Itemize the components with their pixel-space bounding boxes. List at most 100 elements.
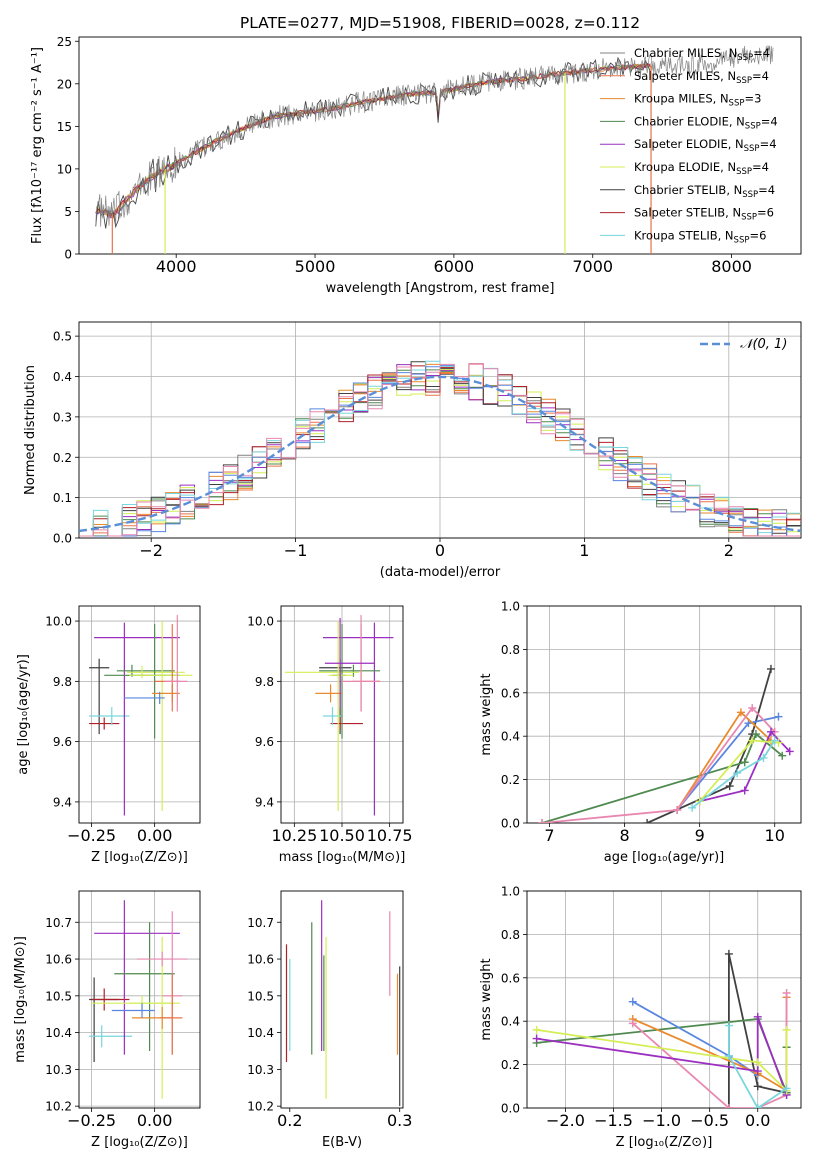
weight_vs_age-ytick-label: 0.2 bbox=[501, 773, 520, 787]
weight_vs_age-marker bbox=[740, 758, 749, 767]
residuals-xtick-label: −2 bbox=[139, 541, 163, 560]
weight_vs_age-marker bbox=[673, 805, 682, 814]
weight_vs_age-marker bbox=[774, 712, 783, 721]
weight_vs_Z-marker bbox=[724, 1021, 733, 1030]
weight_vs_age-marker bbox=[688, 803, 697, 812]
weight_vs_Z-xtick-label: −1.0 bbox=[642, 1111, 681, 1130]
mass_vs_Z-ytick-label: 10.6 bbox=[45, 953, 72, 967]
mass_vs_EBV-ytick-label: 10.7 bbox=[247, 916, 274, 930]
legend-label-5: Kroupa ELODIE, NSSP=4 bbox=[634, 160, 769, 177]
legend-rest: =3 bbox=[744, 92, 761, 106]
weight_vs_Z-marker bbox=[753, 1067, 762, 1076]
age_vs_Z-ytick-label: 10.0 bbox=[45, 615, 72, 629]
residuals-ytick-label: 0.4 bbox=[53, 370, 72, 384]
age_vs_Z-xtick-label: 0.00 bbox=[137, 826, 173, 845]
weight_vs_Z-frame bbox=[526, 890, 802, 1109]
weight_vs_Z-marker bbox=[532, 1034, 541, 1043]
weight_vs_age-line-0 bbox=[646, 668, 772, 823]
residuals-ytick-label: 0.5 bbox=[53, 330, 72, 344]
chart-layer: 4000 5000 6000 7000 80000510152025wavelength… bbox=[13, 35, 802, 1150]
weight_vs_age-line-7 bbox=[691, 740, 776, 809]
legend-subscript: SSP bbox=[741, 213, 757, 223]
weight_vs_Z-ylabel: mass weight bbox=[479, 958, 494, 1040]
legend-rest: =6 bbox=[757, 206, 774, 220]
spectrum-ytick-label: 0 bbox=[64, 248, 72, 262]
weight_vs_Z-axes: −2.0 −1.5 −1.0 −0.5 0.0 0.0 0.2 0.4 0.6 0.8 1.0 Z [… bbox=[479, 885, 802, 1150]
weight_vs_Z-marker bbox=[753, 1104, 762, 1108]
weight_vs_age-line-4 bbox=[541, 706, 776, 823]
weight_vs_age-marker bbox=[778, 751, 787, 760]
residuals-ytick-label: 0.0 bbox=[53, 532, 72, 546]
spectrum-xtick-label: 6000 bbox=[434, 257, 475, 276]
weight_vs_age-ytick-label: 0.8 bbox=[501, 643, 520, 657]
spectrum-xtick-label: 7000 bbox=[572, 257, 613, 276]
residuals-ylabel: Normed distribution bbox=[23, 365, 38, 495]
age_vs_mass-frame bbox=[280, 605, 404, 824]
weight_vs_Z-marker bbox=[724, 1051, 733, 1060]
age_vs_mass-ytick-label: 9.4 bbox=[255, 795, 274, 809]
weight_vs_Z-xlabel: Z [log₁₀(Z/Z⊙)] bbox=[616, 1135, 713, 1150]
residuals-ytick-label: 0.3 bbox=[53, 410, 72, 424]
age_vs_Z-ytick-label: 9.8 bbox=[53, 675, 72, 689]
mass_vs_EBV-ytick-label: 10.3 bbox=[247, 1063, 274, 1077]
spectrum-legend: Chabrier MILES, NSSP=4 Salpeter MILES, NS… bbox=[600, 46, 778, 245]
mass_vs_EBV-ytick-label: 10.6 bbox=[247, 953, 274, 967]
legend-label-3: Chabrier ELODIE, NSSP=4 bbox=[634, 114, 778, 131]
legend-subscript: SSP bbox=[742, 190, 758, 200]
mass_vs_EBV-ytick-label: 10.4 bbox=[247, 1026, 274, 1040]
age_vs_Z-axes: −0.25 0.00 9.4 9.6 9.8 10.0 Z [log₁₀(Z/Z⊙)] age… bbox=[16, 605, 201, 865]
legend-subscript: SSP bbox=[734, 235, 750, 245]
spectrum-ytick-label: 20 bbox=[57, 77, 72, 91]
spectrum-xlabel: wavelength [Angstrom, rest frame] bbox=[326, 281, 555, 296]
spectrum-xtick-label: 4000 bbox=[156, 257, 197, 276]
spectrum-ytick-label: 25 bbox=[57, 35, 72, 49]
age_vs_Z-xlabel: Z [log₁₀(Z/Z⊙)] bbox=[91, 850, 188, 865]
mass_vs_EBV-ytick-label: 10.5 bbox=[247, 989, 274, 1003]
weight_vs_Z-marker bbox=[782, 1025, 791, 1034]
mass_vs_Z-ytick-label: 10.7 bbox=[45, 916, 72, 930]
weight_vs_age-xlabel: age [log₁₀(age/yr)] bbox=[604, 850, 725, 865]
mass_vs_EBV-axes: 0.2 0.3 10.2 10.3 10.4 10.5 10.6 10.7 E(B-V) bbox=[247, 890, 412, 1150]
legend-subscript: SSP bbox=[729, 99, 745, 109]
age_vs_mass-axes: 10.25 10.50 10.75 9.4 9.6 9.8 10.0 mass [log₁₀(… bbox=[247, 605, 413, 865]
weight_vs_age-marker bbox=[748, 703, 757, 712]
weight_vs_Z-marker bbox=[753, 1058, 762, 1067]
weight_vs_Z-xtick-label: −1.5 bbox=[594, 1111, 633, 1130]
weight_vs_Z-ytick-label: 0.4 bbox=[501, 1015, 520, 1029]
weight_vs_Z-marker bbox=[724, 1104, 733, 1108]
residuals-ytick-label: 0.1 bbox=[53, 491, 72, 505]
weight_vs_age-marker bbox=[538, 819, 547, 823]
mass_vs_EBV-ytick-label: 10.2 bbox=[247, 1100, 274, 1114]
weight_vs_age-plot bbox=[538, 664, 794, 823]
weight_vs_Z-marker bbox=[628, 997, 637, 1006]
legend-label-8: Kroupa STELIB, NSSP=6 bbox=[634, 228, 766, 245]
weight_vs_Z-xtick-label: −0.5 bbox=[690, 1111, 729, 1130]
age_vs_mass-ytick-label: 10.0 bbox=[247, 615, 274, 629]
age_vs_mass-xtick-label: 10.25 bbox=[271, 826, 317, 845]
weight_vs_age-marker bbox=[766, 664, 775, 673]
legend-subscript: SSP bbox=[736, 76, 752, 86]
spectrum-series-0 bbox=[95, 45, 774, 227]
weight_vs_Z-xtick-label: 0.0 bbox=[745, 1111, 770, 1130]
weight_vs_age-xtick-label: 7 bbox=[544, 826, 554, 845]
weight_vs_age-ytick-label: 1.0 bbox=[501, 600, 520, 614]
mass_vs_Z-ytick-label: 10.3 bbox=[45, 1063, 72, 1077]
weight_vs_age-marker bbox=[785, 747, 794, 756]
weight_vs_age-axes: 7 8 9 10 0.0 0.2 0.4 0.6 0.8 1.0 age [log₁₀(age/yr… bbox=[479, 600, 802, 865]
residuals-xtick-label: 0 bbox=[435, 541, 445, 560]
spectrum-ytick-label: 15 bbox=[57, 120, 72, 134]
weight_vs_Z-ytick-label: 0.6 bbox=[501, 971, 520, 985]
normal-curve bbox=[79, 375, 801, 533]
spectrum-xtick-label: 8000 bbox=[711, 257, 752, 276]
legend-rest: =6 bbox=[749, 228, 766, 242]
age_vs_Z-ytick-label: 9.4 bbox=[53, 795, 72, 809]
mass_vs_Z-ytick-label: 10.5 bbox=[45, 989, 72, 1003]
mass_vs_EBV-frame bbox=[280, 890, 404, 1109]
mass_vs_EBV-xtick-label: 0.3 bbox=[387, 1111, 412, 1130]
mass_vs_Z-axes: −0.25 0.00 10.2 10.3 10.4 10.5 10.6 10.7 Z [log₁… bbox=[13, 890, 201, 1150]
residuals-axes: −2 −1 0 1 2 0.0 0.1 0.2 0.3 0.4 0.5 (data-model)/er… bbox=[23, 321, 802, 580]
age_vs_mass-ytick-label: 9.8 bbox=[255, 675, 274, 689]
residuals-frame bbox=[78, 321, 802, 539]
